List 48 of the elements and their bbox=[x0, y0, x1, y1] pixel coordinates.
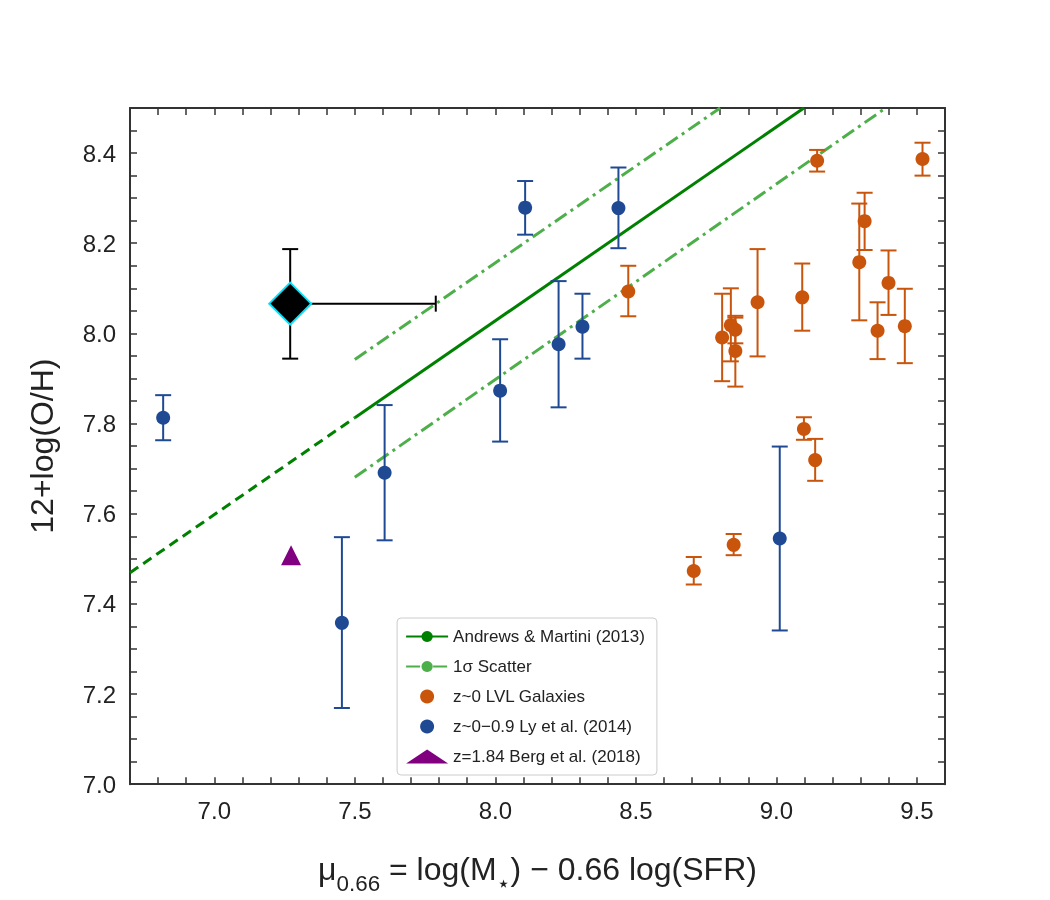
point bbox=[334, 615, 349, 630]
point bbox=[268, 281, 313, 326]
y-tick-label: 7.2 bbox=[82, 680, 116, 708]
point bbox=[686, 563, 701, 578]
legend-label: Andrews & Martini (2013) bbox=[453, 627, 645, 646]
point bbox=[852, 255, 867, 270]
point bbox=[772, 531, 787, 546]
point bbox=[621, 284, 636, 299]
y-tick-label: 8.2 bbox=[82, 229, 116, 257]
point bbox=[726, 537, 741, 552]
y-tick-label: 7.0 bbox=[82, 770, 116, 798]
point bbox=[796, 421, 811, 436]
y-tick-label: 8.0 bbox=[82, 319, 116, 347]
point bbox=[870, 323, 885, 338]
y-tick-label: 7.4 bbox=[82, 590, 116, 618]
x-tick-label: 8.5 bbox=[619, 796, 653, 824]
point bbox=[728, 343, 743, 358]
point bbox=[493, 383, 508, 398]
point bbox=[897, 319, 912, 334]
point bbox=[808, 453, 823, 468]
point bbox=[715, 330, 730, 345]
x-tick-label: 7.5 bbox=[338, 796, 372, 824]
point bbox=[377, 465, 392, 480]
y-axis-title: 12+log(O/H) bbox=[23, 358, 60, 534]
legend-label: z~0 LVL Galaxies bbox=[453, 687, 585, 706]
legend-label: 1σ Scatter bbox=[453, 657, 532, 676]
point bbox=[281, 545, 302, 566]
point bbox=[518, 200, 533, 215]
y-tick-label: 7.6 bbox=[82, 500, 116, 528]
point bbox=[750, 295, 765, 310]
x-tick-label: 9.0 bbox=[759, 796, 794, 824]
point bbox=[728, 322, 743, 337]
x-tick-label: 7.0 bbox=[197, 796, 231, 824]
point bbox=[795, 290, 810, 305]
point bbox=[611, 201, 626, 216]
point bbox=[156, 410, 171, 425]
y-tick-label: 7.8 bbox=[82, 410, 116, 438]
y-tick-label: 8.4 bbox=[82, 139, 116, 167]
x-tick-label: 9.5 bbox=[900, 796, 934, 824]
point bbox=[575, 319, 590, 334]
legend-label: z~0−0.9 Ly et al. (2014) bbox=[453, 717, 633, 736]
point bbox=[551, 337, 566, 352]
legend-label: z=1.84 Berg et al. (2018) bbox=[453, 747, 641, 766]
point bbox=[857, 214, 872, 229]
point bbox=[810, 153, 825, 168]
point bbox=[915, 151, 930, 166]
point bbox=[881, 275, 896, 290]
x-tick-label: 8.0 bbox=[478, 796, 513, 824]
